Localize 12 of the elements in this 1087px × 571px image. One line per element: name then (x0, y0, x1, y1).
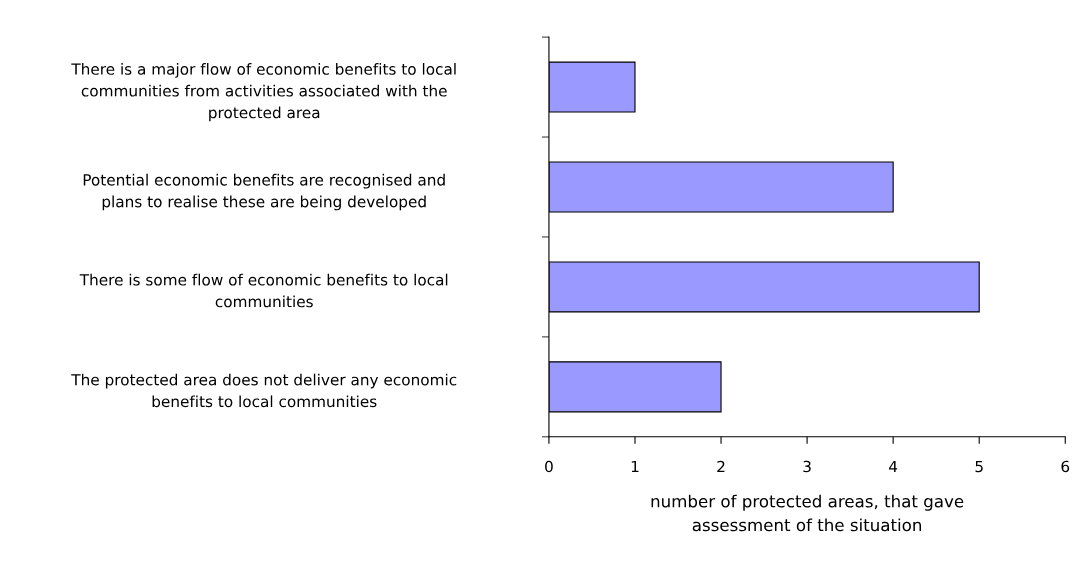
x-tick-label: 6 (1061, 460, 1070, 473)
x-tick-label: 4 (889, 460, 898, 473)
x-tick-label: 0 (545, 460, 553, 473)
y-tick-label: Potential economic benefits are recognised and plans to realise these are being developed (83, 173, 445, 211)
x-axis-title: number of protected areas, that gave assessment of the situation (651, 494, 964, 532)
y-tick-label: There is a major flow of economic benefits to local communities from activities associated with the protected area (71, 63, 456, 122)
x-tick-label: 3 (803, 460, 811, 473)
y-tick-label: The protected area does not deliver any economic benefits to local communities (71, 373, 457, 408)
x-tick-label: 5 (975, 460, 983, 473)
y-tick-label: There is some flow of economic benefits to local communities (79, 273, 448, 308)
x-tick-label: 2 (717, 460, 725, 473)
x-tick-label: 1 (631, 460, 639, 473)
